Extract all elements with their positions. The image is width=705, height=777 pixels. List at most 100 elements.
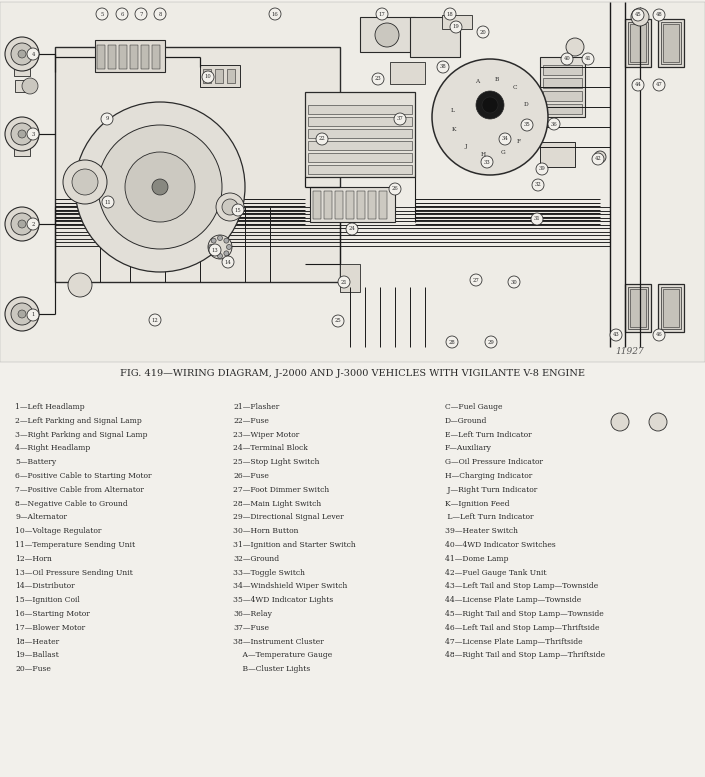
Text: 18—Heater: 18—Heater	[15, 638, 59, 646]
Text: J—Right Turn Indicator: J—Right Turn Indicator	[445, 486, 537, 494]
Text: 21—Flasher: 21—Flasher	[233, 403, 279, 411]
Text: 46—Left Tail and Stop Lamp—Thriftside: 46—Left Tail and Stop Lamp—Thriftside	[445, 624, 599, 632]
Circle shape	[5, 37, 39, 71]
Bar	[543, 65, 582, 75]
Bar	[97, 45, 105, 69]
Bar	[305, 92, 415, 177]
Text: 11: 11	[104, 200, 111, 204]
Circle shape	[394, 113, 406, 125]
Text: 15: 15	[235, 207, 241, 212]
Circle shape	[432, 59, 548, 175]
Circle shape	[532, 179, 544, 191]
Text: 1: 1	[31, 312, 35, 318]
Text: 34—Windshield Wiper Switch: 34—Windshield Wiper Switch	[233, 583, 348, 591]
Bar	[119, 45, 127, 69]
Circle shape	[482, 97, 498, 113]
Text: C: C	[512, 85, 517, 90]
Circle shape	[18, 130, 26, 138]
Text: 7: 7	[140, 12, 142, 16]
Text: 9—Alternator: 9—Alternator	[15, 514, 67, 521]
Circle shape	[211, 251, 216, 256]
Circle shape	[372, 73, 384, 85]
Bar	[379, 191, 387, 219]
Text: 22—Fuse: 22—Fuse	[233, 416, 269, 425]
Bar	[340, 264, 360, 292]
Bar	[360, 17, 415, 52]
Bar	[663, 24, 679, 62]
Circle shape	[269, 8, 281, 20]
Text: 38: 38	[440, 64, 446, 69]
Circle shape	[27, 48, 39, 60]
Text: F: F	[517, 139, 521, 144]
Circle shape	[316, 133, 328, 145]
Circle shape	[102, 196, 114, 208]
Bar	[203, 69, 211, 83]
Bar	[540, 142, 575, 167]
Circle shape	[11, 43, 33, 65]
Text: 11927: 11927	[615, 347, 644, 357]
Text: 23—Wiper Motor: 23—Wiper Motor	[233, 430, 299, 438]
Bar	[625, 19, 651, 67]
Text: H: H	[481, 152, 486, 157]
Text: J: J	[465, 144, 467, 148]
Circle shape	[96, 8, 108, 20]
Text: 43—Left Tail and Stop Lamp—Townside: 43—Left Tail and Stop Lamp—Townside	[445, 583, 599, 591]
Text: 5—Battery: 5—Battery	[15, 458, 56, 466]
Text: 42: 42	[594, 156, 601, 162]
Text: D: D	[523, 102, 528, 106]
Circle shape	[5, 117, 39, 151]
Circle shape	[216, 193, 244, 221]
Circle shape	[101, 113, 113, 125]
Circle shape	[226, 245, 231, 249]
Circle shape	[18, 50, 26, 58]
Bar	[661, 22, 681, 64]
Circle shape	[18, 220, 26, 228]
Text: 34: 34	[502, 137, 508, 141]
Circle shape	[68, 273, 92, 297]
Bar	[390, 62, 425, 84]
Text: 21: 21	[341, 280, 348, 284]
Circle shape	[27, 218, 39, 230]
Bar	[661, 287, 681, 329]
Bar	[630, 289, 646, 327]
Circle shape	[485, 336, 497, 348]
Circle shape	[594, 151, 606, 163]
Text: 25: 25	[335, 319, 341, 323]
Text: 5: 5	[100, 12, 104, 16]
Text: 14: 14	[225, 260, 231, 264]
Text: 48—Right Tail and Stop Lamp—Thriftside: 48—Right Tail and Stop Lamp—Thriftside	[445, 651, 605, 660]
Circle shape	[499, 133, 511, 145]
Bar	[308, 105, 412, 114]
Text: 39: 39	[539, 166, 546, 172]
Circle shape	[135, 8, 147, 20]
Text: G: G	[501, 150, 505, 155]
Text: 16—Starting Motor: 16—Starting Motor	[15, 610, 90, 618]
Bar	[543, 91, 582, 101]
Text: 18: 18	[447, 12, 453, 16]
Circle shape	[476, 91, 504, 119]
Text: 31—Ignition and Starter Switch: 31—Ignition and Starter Switch	[233, 541, 356, 549]
Circle shape	[632, 79, 644, 91]
Circle shape	[521, 119, 533, 131]
Text: 28—Main Light Switch: 28—Main Light Switch	[233, 500, 321, 507]
Text: 30—Horn Button: 30—Horn Button	[233, 528, 298, 535]
Text: 4: 4	[31, 51, 35, 57]
Bar	[308, 129, 412, 138]
Circle shape	[610, 329, 622, 341]
Bar	[108, 45, 116, 69]
Text: 6: 6	[121, 12, 123, 16]
Circle shape	[116, 8, 128, 20]
Circle shape	[389, 183, 401, 195]
Circle shape	[22, 78, 38, 94]
Circle shape	[631, 8, 649, 26]
Text: 29: 29	[488, 340, 494, 344]
Circle shape	[222, 256, 234, 268]
Text: 12: 12	[152, 318, 159, 322]
Bar	[308, 165, 412, 174]
Text: 47: 47	[656, 82, 663, 88]
Text: 31: 31	[534, 217, 540, 221]
Circle shape	[653, 79, 665, 91]
Circle shape	[561, 53, 573, 65]
Bar	[540, 57, 585, 117]
Text: C—Fuel Gauge: C—Fuel Gauge	[445, 403, 503, 411]
